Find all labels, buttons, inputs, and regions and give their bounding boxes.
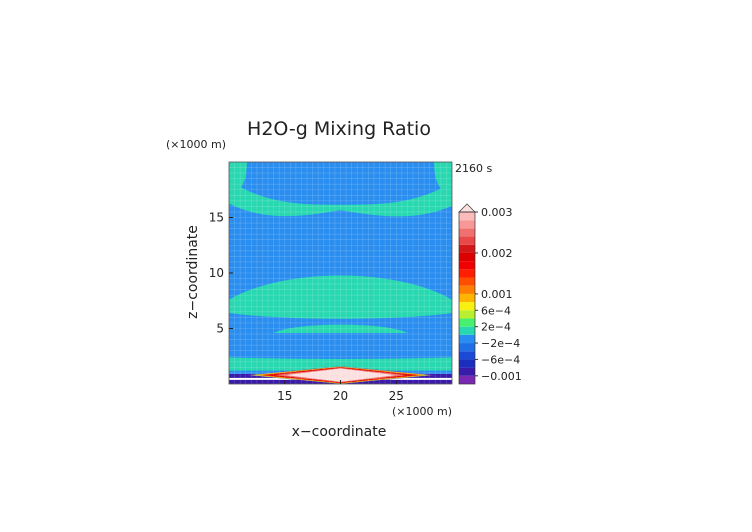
contour-corner-right xyxy=(434,162,452,194)
colorbar-band xyxy=(459,228,475,237)
y-axis: 5 10 15 xyxy=(209,211,233,336)
colorbar-band xyxy=(459,236,475,245)
colorbar-label: −6e−4 xyxy=(481,353,520,366)
colorbar-frame xyxy=(458,211,476,385)
chart-title: H2O-g Mixing Ratio xyxy=(247,118,431,140)
contour-surface-layer xyxy=(229,357,452,371)
colorbar: 0.003 0.002 0.001 6e−4 2e−4 −2e−4 −6e−4 −0.001 xyxy=(458,203,522,385)
colorbar-band xyxy=(459,351,475,360)
colorbar-label: 0.003 xyxy=(481,206,513,219)
colorbar-band xyxy=(459,318,475,327)
colorbar-band xyxy=(459,334,475,344)
time-label: 2160 s xyxy=(455,162,492,175)
colorbar-band xyxy=(459,367,475,376)
colorbar-band xyxy=(459,261,475,270)
colorbar-band xyxy=(459,310,475,319)
x-axis: 15 20 25 xyxy=(277,380,404,403)
colorbar-overflow-arrow xyxy=(458,203,476,213)
plot-grid xyxy=(228,161,453,385)
x-tick-label: 20 xyxy=(333,389,348,403)
colorbar-label: 0.002 xyxy=(481,247,513,260)
y-unit-label: (×1000 m) xyxy=(166,138,226,151)
mountain-layer xyxy=(285,368,396,382)
colorbar-band xyxy=(459,293,475,303)
colorbar-label: 0.001 xyxy=(481,288,513,301)
y-axis-label: z−coordinate xyxy=(185,225,201,319)
colorbar-band xyxy=(459,326,475,335)
colorbar-label: 2e−4 xyxy=(481,321,511,334)
colorbar-band xyxy=(459,375,475,384)
colorbar-band xyxy=(459,277,475,286)
plot-area xyxy=(228,161,453,385)
contour-corner-left xyxy=(229,162,247,194)
x-axis-label: x−coordinate xyxy=(292,424,387,440)
contour-layer-lower xyxy=(273,324,408,333)
colorbar-band xyxy=(459,269,475,278)
colorbar-band xyxy=(459,302,475,311)
x-tick-label: 15 xyxy=(277,389,292,403)
contour-band-upper xyxy=(229,180,452,217)
colorbar-band xyxy=(459,220,475,229)
colorbar-band xyxy=(459,244,475,253)
colorbar-band xyxy=(459,252,475,262)
x-tick-label: 25 xyxy=(389,389,404,403)
y-tick-label: 10 xyxy=(209,266,224,280)
y-tick-label: 5 xyxy=(216,322,224,336)
colorbar-band xyxy=(459,359,475,368)
colorbar-label: 6e−4 xyxy=(481,304,511,317)
colorbar-label: −2e−4 xyxy=(481,337,520,350)
colorbar-band xyxy=(459,212,475,221)
x-unit-label: (×1000 m) xyxy=(392,405,452,418)
colorbar-band xyxy=(459,343,475,352)
contour-lens-middle xyxy=(229,275,452,319)
colorbar-label: −0.001 xyxy=(481,370,522,383)
colorbar-band xyxy=(459,285,475,294)
y-tick-label: 15 xyxy=(209,211,224,225)
